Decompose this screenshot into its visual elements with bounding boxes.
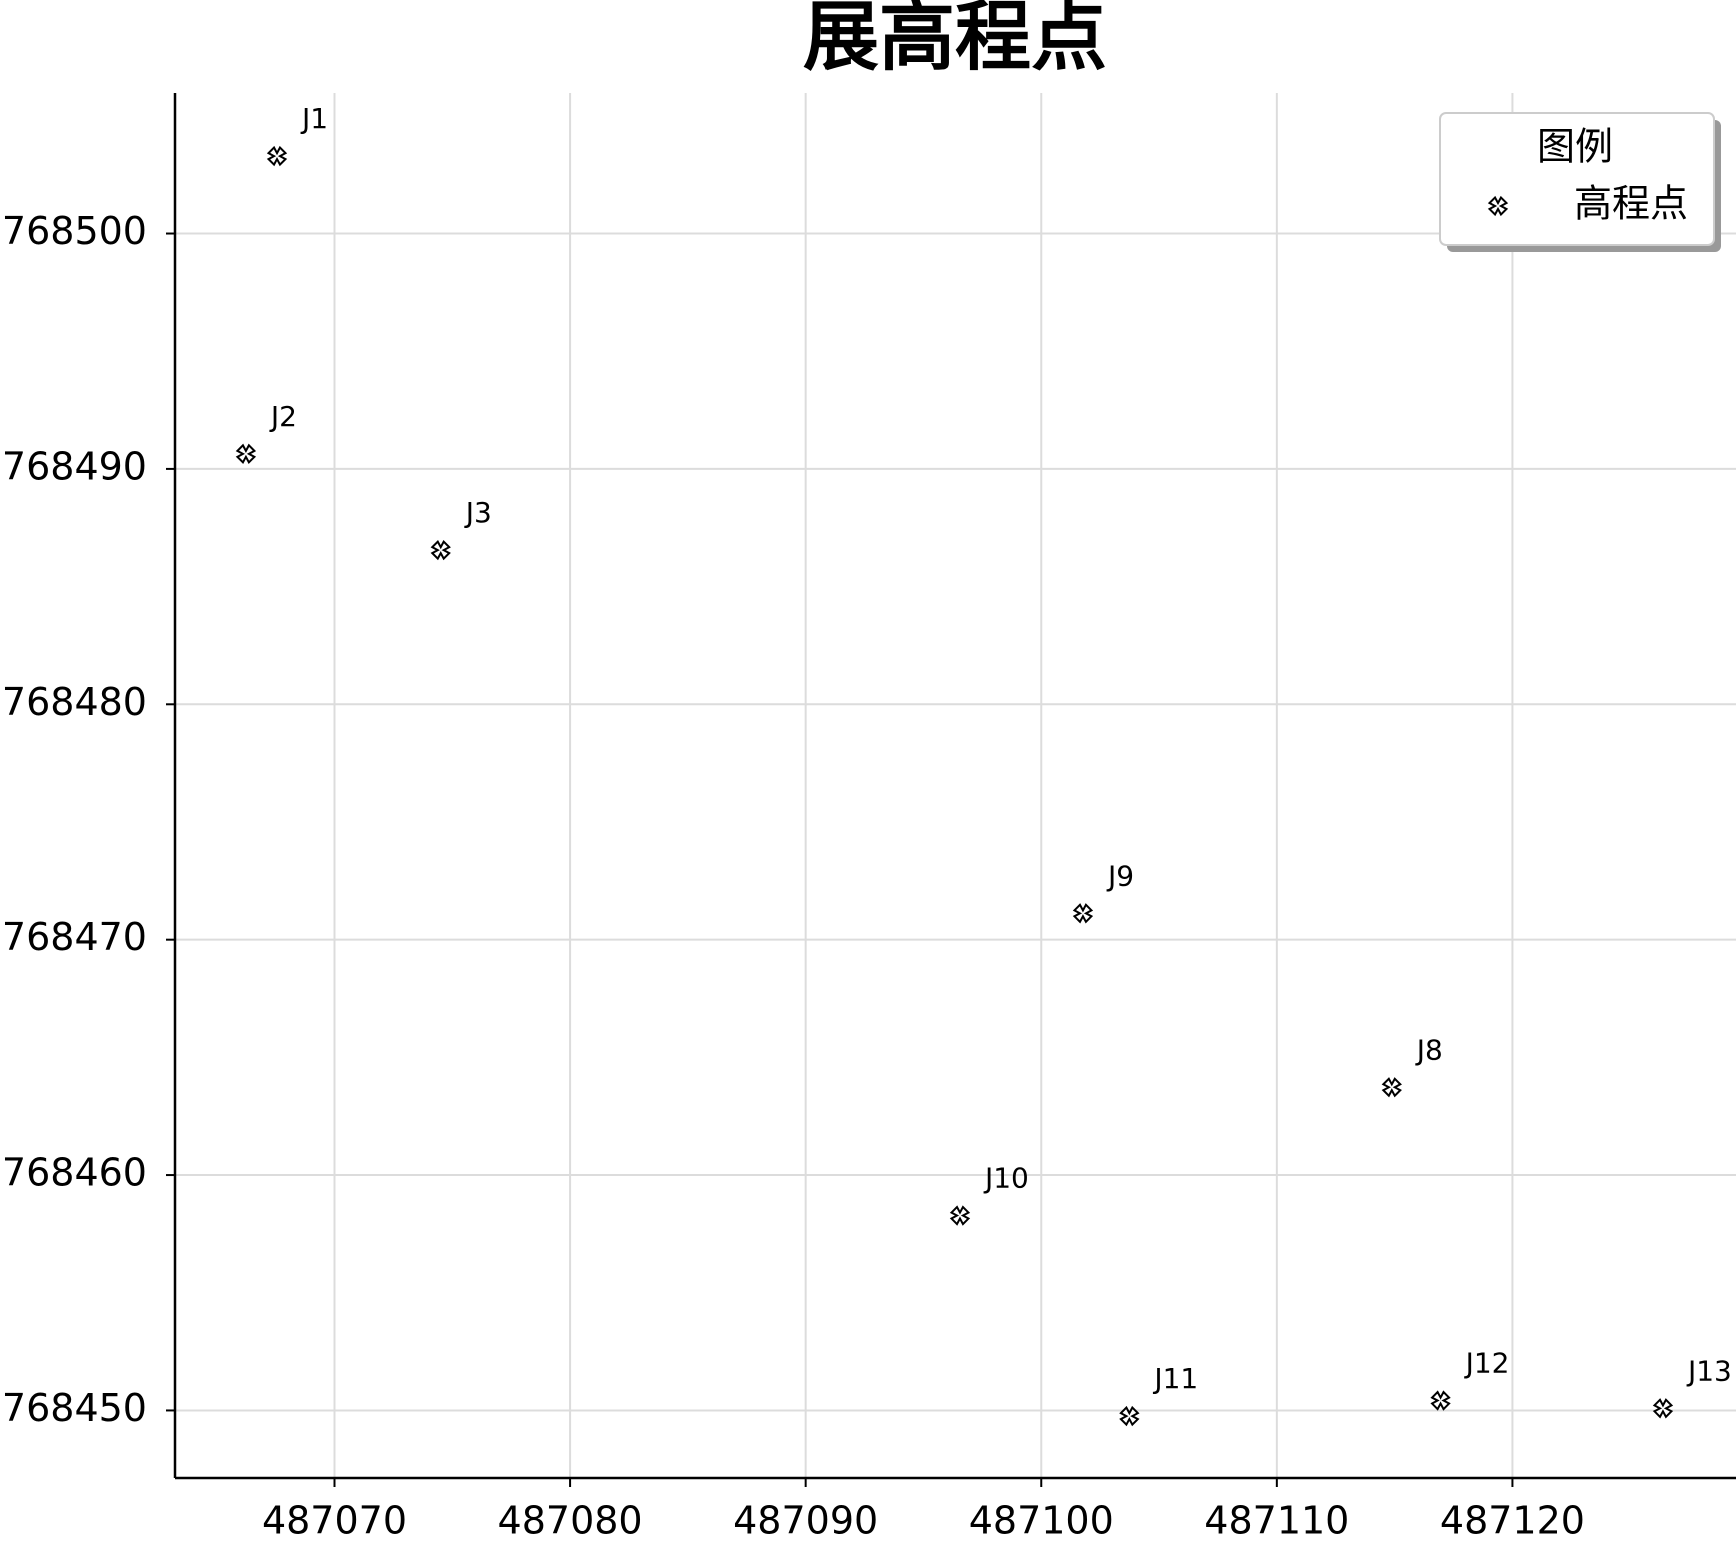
marker: [949, 1205, 971, 1226]
y-tick-label: 3768470: [0, 915, 147, 959]
marker: [1430, 1390, 1451, 1411]
marker: [1072, 903, 1094, 924]
legend-marker: [1487, 195, 1509, 217]
point-label: J2: [269, 400, 297, 433]
point-label: J12: [1464, 1347, 1510, 1380]
legend-box: [1439, 112, 1715, 246]
y-tick-label: 3768480: [0, 680, 147, 724]
point-label: J1: [300, 102, 328, 135]
point-label: J9: [1106, 859, 1134, 892]
chart-title: 展高程点: [803, 0, 1107, 81]
x-tick-label: 487120: [1440, 1499, 1585, 1543]
point-label: J13: [1686, 1354, 1732, 1387]
x-tick-label: 487090: [733, 1499, 878, 1543]
marker: [430, 539, 451, 561]
legend-label: 高程点: [1574, 182, 1688, 226]
y-tick-label: 3768460: [0, 1151, 147, 1195]
point-label: J8: [1415, 1033, 1443, 1066]
x-tick-label: 487100: [969, 1499, 1114, 1543]
x-tick-label: 487110: [1204, 1499, 1349, 1543]
point-label: J11: [1152, 1362, 1198, 1395]
y-tick-label: 3768500: [0, 209, 147, 253]
y-tick-label: 3768450: [0, 1386, 147, 1430]
point-label: J10: [983, 1162, 1029, 1195]
legend-title: 图例: [1537, 125, 1613, 169]
y-tick-label: 3768490: [0, 444, 147, 488]
marker: [1381, 1077, 1402, 1098]
x-tick-label: 487070: [262, 1499, 407, 1543]
marker: [235, 443, 257, 465]
marker: [266, 145, 288, 167]
marker: [1652, 1398, 1674, 1419]
marker: [1119, 1405, 1140, 1427]
point-label: J3: [464, 496, 492, 529]
x-tick-label: 487080: [498, 1499, 643, 1543]
